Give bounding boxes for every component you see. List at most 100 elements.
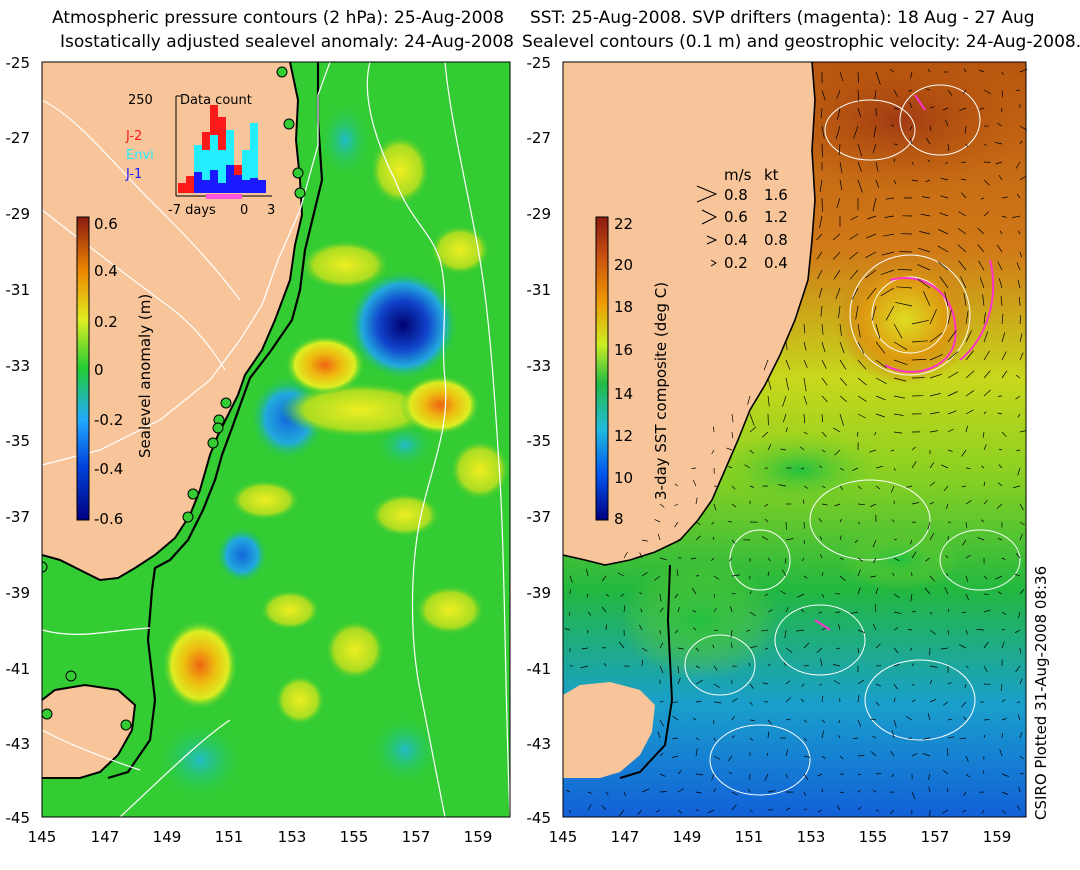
velocity-arrow (1001, 557, 1006, 560)
velocity-arrow (875, 485, 881, 490)
velocity-ms: 0.2 (724, 254, 748, 272)
velocity-arrow (1001, 732, 1004, 739)
pressure-contours (42, 62, 510, 817)
velocity-arrow (605, 593, 610, 597)
velocity-arrow (640, 608, 643, 613)
velocity-arrow (866, 233, 877, 239)
velocity-arrow (944, 161, 949, 165)
velocity-arrow (785, 607, 789, 613)
velocity-arrow (731, 503, 737, 508)
velocity-arrow (820, 305, 823, 317)
velocity-arrow (965, 425, 968, 433)
velocity-arrow (749, 485, 755, 488)
velocity-arrow (943, 485, 949, 492)
velocity-arrow (1015, 395, 1021, 400)
velocity-arrow (875, 809, 880, 812)
velocity-arrow (730, 606, 733, 613)
velocity-arrow (1012, 485, 1021, 489)
velocity-arrow (695, 535, 701, 541)
velocity-arrow (1019, 678, 1023, 685)
velocity-arrow (821, 341, 826, 353)
velocity-arrow (1001, 215, 1007, 218)
velocity-arrow (672, 716, 679, 721)
sst-tick: 22 (614, 215, 633, 233)
velocity-arrow (1019, 176, 1026, 181)
velocity-arrow (803, 359, 808, 368)
velocity-arrow (749, 683, 754, 689)
velocity-arrow (748, 662, 751, 667)
velocity-arrow (945, 554, 949, 559)
velocity-arrow (695, 791, 702, 794)
velocity-arrow (800, 608, 805, 613)
velocity-arrow (839, 518, 843, 523)
velocity-arrow (731, 539, 736, 544)
velocity-arrow (1001, 611, 1006, 615)
velocity-arrow (657, 731, 661, 739)
data-count-xlabel: -7 days (168, 203, 216, 218)
left-lat-tick: -35 (6, 432, 31, 450)
velocity-arrow (958, 644, 967, 649)
velocity-arrow (623, 791, 626, 797)
velocity-arrow (947, 787, 949, 793)
velocity-arrow (1019, 772, 1024, 775)
velocity-arrow (833, 427, 841, 433)
velocity-arrow (821, 627, 826, 631)
velocity-arrow (713, 503, 717, 511)
velocity-arrow (764, 647, 769, 650)
velocity-arrow (965, 370, 975, 379)
velocity-arrow (944, 291, 949, 307)
velocity-arrow (731, 642, 733, 649)
velocity-arrow (1014, 573, 1021, 577)
velocity-arrow (857, 143, 863, 157)
coastline-right (563, 62, 816, 566)
velocity-arrow (911, 683, 915, 687)
velocity-arrow (784, 629, 787, 638)
velocity-arrow (695, 647, 700, 652)
velocity-arrow (623, 605, 626, 613)
velocity-arrow (641, 788, 650, 793)
velocity-arrow (927, 713, 931, 721)
velocity-arrow (965, 350, 974, 361)
velocity-arrow (980, 197, 985, 200)
velocity-arrow (819, 683, 823, 686)
australia-land-right (563, 62, 815, 565)
velocity-arrow (833, 269, 841, 280)
velocity-arrow (1012, 215, 1021, 218)
tasmania-land (42, 685, 135, 778)
right-lat-tick: -35 (527, 432, 552, 450)
velocity-arrow (977, 537, 985, 541)
sst-tick: 20 (614, 256, 633, 274)
velocity-arrow (979, 277, 985, 289)
velocity-arrow (1019, 647, 1022, 654)
velocity-arrow (796, 593, 805, 598)
velocity-arrow (911, 161, 914, 165)
velocity-arrow (893, 683, 898, 690)
velocity-arrow (857, 755, 865, 757)
velocity-arrow (1001, 313, 1004, 325)
velocity-arrow (981, 465, 985, 469)
velocity-arrow (801, 683, 805, 687)
velocity-arrow (1014, 629, 1021, 634)
left-lat-tick: -31 (6, 281, 31, 299)
velocity-arrow (695, 737, 700, 740)
velocity-arrow (713, 788, 716, 793)
sst-colorbar (595, 216, 609, 521)
velocity-arrow (821, 485, 826, 489)
velocity-arrow (857, 773, 862, 776)
velocity-arrow (820, 107, 823, 119)
velocity-arrow (857, 806, 862, 811)
velocity-arrow (959, 737, 967, 740)
velocity-arrow (857, 503, 865, 506)
velocity-arrow (994, 141, 1003, 145)
velocity-arrow (980, 519, 985, 523)
velocity-arrow (854, 539, 859, 543)
velocity-arrow (857, 323, 861, 338)
velocity-arrow (920, 213, 931, 217)
velocity-arrow (997, 591, 1003, 595)
velocity-arrow (857, 413, 866, 419)
velocity-arrow (983, 444, 987, 451)
velocity-arrow (939, 276, 949, 289)
velocity-arrow (839, 377, 848, 386)
velocity-arrow (880, 269, 895, 276)
velocity-arrow (893, 158, 896, 163)
